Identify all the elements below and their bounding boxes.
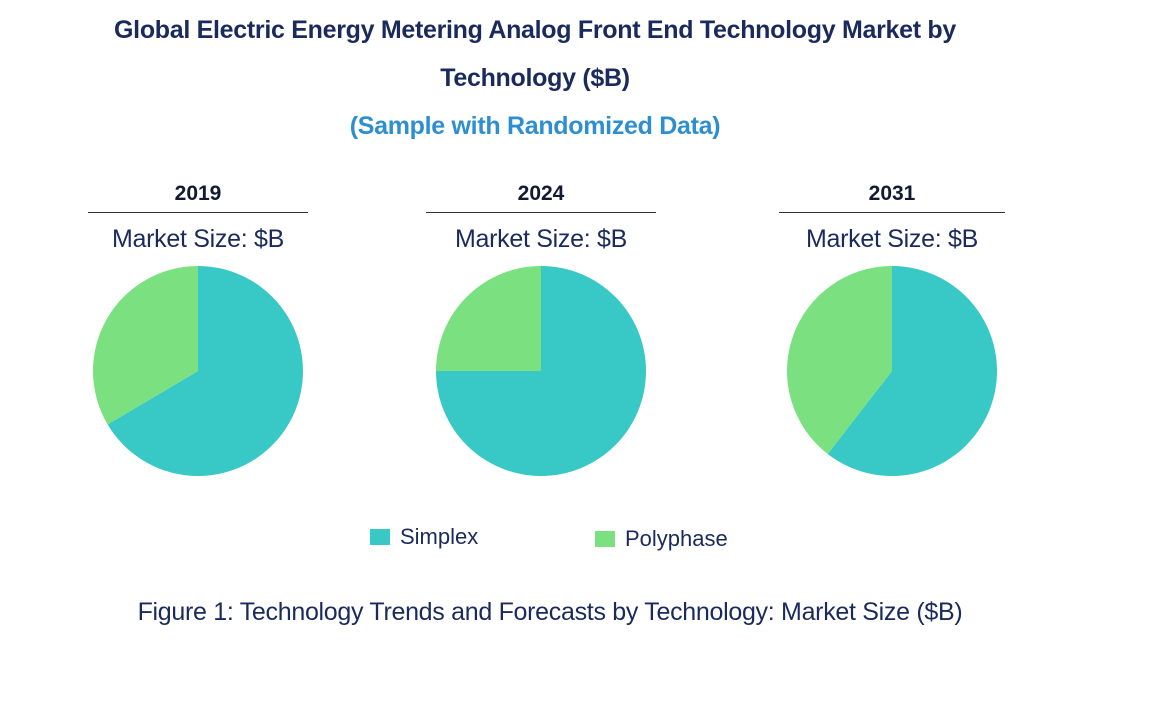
legend-item-polyphase: Polyphase bbox=[595, 526, 728, 552]
pie-chart-2024 bbox=[436, 266, 646, 476]
pie-slice-2031-simplex bbox=[827, 266, 997, 476]
pie-slice-2024-polyphase bbox=[436, 266, 541, 371]
market-size-label-2024: Market Size: $B bbox=[455, 225, 627, 253]
chart-subtitle: (Sample with Randomized Data) bbox=[349, 112, 721, 140]
legend-label-polyphase: Polyphase bbox=[625, 526, 728, 551]
legend-item-simplex: Simplex bbox=[370, 524, 478, 550]
legend-label-simplex: Simplex bbox=[400, 524, 479, 549]
pie-year-label-2024: 2024 bbox=[426, 182, 656, 213]
pie-chart-2019 bbox=[92, 266, 303, 476]
chart-title-line-1: Global Electric Energy Metering Analog F… bbox=[114, 16, 956, 44]
legend-swatch-polyphase bbox=[595, 531, 615, 547]
market-size-label-2019: Market Size: $B bbox=[112, 225, 284, 253]
legend-swatch-simplex bbox=[370, 529, 390, 545]
pie-group-2019: 2019 Market Size: $B bbox=[68, 182, 328, 478]
pie-group-2024: 2024 Market Size: $B bbox=[411, 182, 671, 478]
pie-group-2031: 2031 Market Size: $B bbox=[762, 182, 1022, 478]
market-size-label-2031: Market Size: $B bbox=[806, 225, 978, 253]
chart-legend: Simplex Polyphase bbox=[0, 522, 1170, 554]
pie-year-label-2031: 2031 bbox=[779, 182, 1005, 213]
figure-caption: Figure 1: Technology Trends and Forecast… bbox=[137, 598, 963, 626]
chart-title-line-2: Technology ($B) bbox=[440, 64, 630, 92]
pie-chart-2031 bbox=[787, 266, 997, 476]
pie-slice-2019-simplex bbox=[107, 266, 303, 476]
pie-slice-2031-polyphase bbox=[787, 266, 892, 454]
pie-slice-2019-polyphase bbox=[92, 266, 198, 425]
pie-year-label-2019: 2019 bbox=[88, 182, 308, 213]
